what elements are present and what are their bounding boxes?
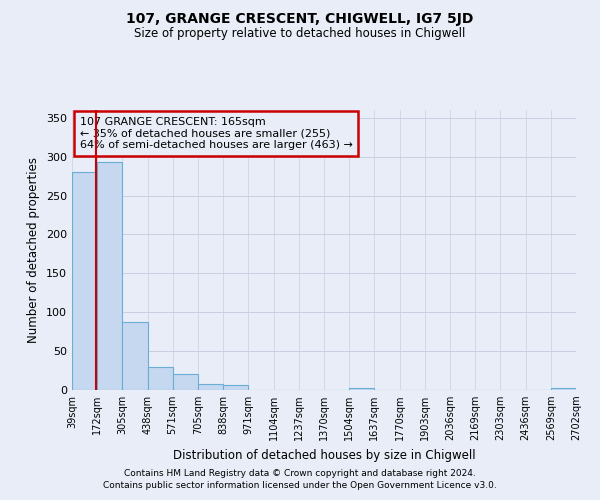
Bar: [72, 172, 97, 390]
Text: 107 GRANGE CRESCENT: 165sqm
← 35% of detached houses are smaller (255)
64% of se: 107 GRANGE CRESCENT: 165sqm ← 35% of det…: [80, 117, 352, 150]
X-axis label: Distribution of detached houses by size in Chigwell: Distribution of detached houses by size …: [173, 449, 475, 462]
Bar: [97, 162, 122, 390]
Text: Size of property relative to detached houses in Chigwell: Size of property relative to detached ho…: [134, 28, 466, 40]
Bar: [173, 374, 198, 390]
Bar: [349, 388, 374, 390]
Text: Contains public sector information licensed under the Open Government Licence v3: Contains public sector information licen…: [103, 481, 497, 490]
Bar: [198, 384, 223, 390]
Bar: [551, 388, 576, 390]
Text: Contains HM Land Registry data © Crown copyright and database right 2024.: Contains HM Land Registry data © Crown c…: [124, 468, 476, 477]
Y-axis label: Number of detached properties: Number of detached properties: [28, 157, 40, 343]
Bar: [223, 386, 248, 390]
Bar: [122, 322, 148, 390]
Bar: [148, 366, 173, 390]
Text: 107, GRANGE CRESCENT, CHIGWELL, IG7 5JD: 107, GRANGE CRESCENT, CHIGWELL, IG7 5JD: [127, 12, 473, 26]
